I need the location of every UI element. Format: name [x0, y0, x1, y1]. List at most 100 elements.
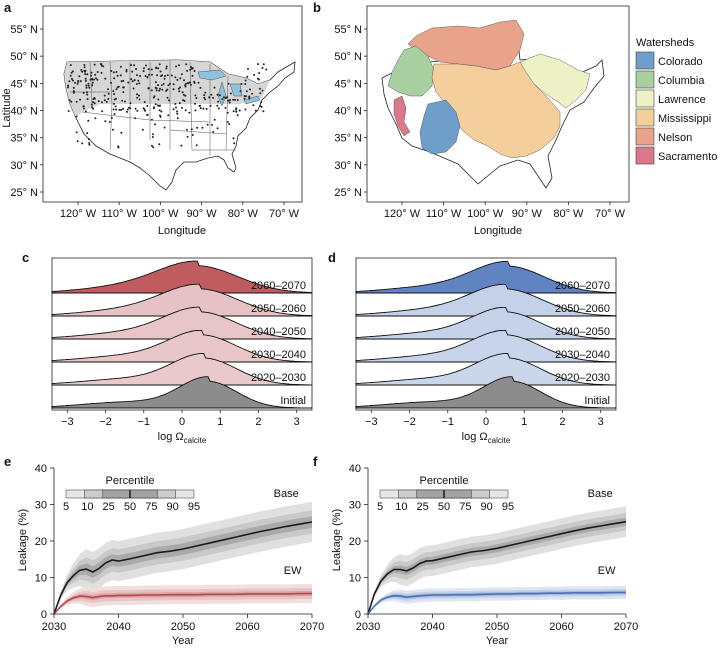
- site-dot: [68, 99, 71, 102]
- x-tick-label: 2050: [171, 621, 195, 633]
- y-tick-label: 35° N: [10, 133, 38, 145]
- site-dot: [228, 123, 231, 126]
- site-dot: [243, 97, 246, 100]
- legend-swatch: [635, 108, 655, 127]
- site-dot: [160, 75, 162, 78]
- percentile-tick: 95: [188, 501, 200, 513]
- site-dot: [166, 96, 169, 99]
- site-dot: [84, 77, 87, 80]
- site-dot: [72, 90, 75, 93]
- x-tick-label: 2050: [485, 621, 509, 633]
- site-dot: [131, 80, 134, 83]
- ridge-density: [355, 306, 617, 340]
- site-dot: [83, 69, 86, 72]
- site-dot: [76, 82, 79, 85]
- x-tick-label: 90° W: [512, 208, 543, 220]
- site-dot: [177, 87, 180, 90]
- percentile-band: [368, 590, 626, 614]
- site-dot: [157, 104, 159, 107]
- site-dot: [206, 123, 209, 126]
- site-dot: [251, 92, 254, 95]
- y-tick-label: 50° N: [10, 51, 38, 63]
- site-dot: [102, 65, 105, 68]
- panel-label-f: f: [313, 454, 318, 469]
- site-dot: [117, 146, 120, 149]
- site-dot: [249, 88, 251, 91]
- site-dot: [170, 74, 173, 77]
- y-tick-label: 35° N: [334, 133, 362, 145]
- site-dot: [112, 71, 115, 74]
- site-dot: [158, 63, 161, 66]
- site-dot: [160, 110, 163, 113]
- panel-label-c: c: [22, 250, 29, 265]
- site-dot: [107, 88, 109, 91]
- y-tick-label: 40: [35, 463, 47, 475]
- site-dot: [190, 67, 193, 70]
- site-dot: [96, 71, 99, 73]
- site-dot: [194, 109, 197, 112]
- site-dot: [74, 81, 76, 84]
- site-dot: [90, 103, 93, 106]
- y-tick-label: 20: [349, 536, 361, 548]
- site-dot: [182, 99, 185, 102]
- legend-label: Lawrence: [658, 94, 706, 106]
- site-dot: [113, 77, 116, 80]
- legend-swatch: [635, 127, 655, 146]
- site-dot: [96, 78, 99, 81]
- watershed-colorado: [419, 99, 461, 155]
- site-dot: [165, 89, 168, 92]
- site-dot: [70, 71, 73, 74]
- site-dot: [113, 102, 115, 105]
- site-dot: [181, 91, 184, 94]
- site-dot: [202, 107, 205, 110]
- site-dot: [147, 68, 150, 71]
- site-dot: [243, 95, 246, 97]
- site-dot: [229, 92, 232, 95]
- percentile-tick: 95: [502, 501, 514, 513]
- panel-label-e: e: [4, 454, 11, 469]
- ridge-label: 2030–2040: [251, 349, 306, 361]
- ridge-density: [355, 376, 617, 409]
- watershed-columbia: [387, 45, 435, 97]
- site-dot: [85, 86, 88, 89]
- series-label: Base: [274, 488, 299, 500]
- site-dot: [120, 108, 123, 111]
- site-dot: [122, 107, 125, 110]
- legend-label: Columbia: [658, 75, 705, 87]
- site-dot: [226, 96, 229, 99]
- site-dot: [188, 111, 191, 114]
- ridge-label: 2060–2070: [251, 280, 306, 292]
- site-dot: [127, 81, 130, 84]
- site-dot: [92, 101, 94, 104]
- site-dot: [67, 86, 69, 89]
- site-dot: [144, 109, 147, 112]
- site-dot: [166, 88, 169, 91]
- percentile-tick: 10: [395, 501, 407, 513]
- site-dot: [190, 66, 193, 68]
- site-dot: [201, 126, 204, 129]
- map-a-xlabel: Longitude: [158, 225, 206, 237]
- x-tick-label: 100° W: [467, 208, 504, 220]
- site-dot: [137, 79, 140, 82]
- leak-e-ylabel: Leakage (%): [17, 509, 29, 571]
- site-dot: [136, 93, 138, 96]
- legend-swatch: [635, 70, 655, 89]
- site-dot: [235, 110, 238, 113]
- legend-swatch: [635, 51, 655, 70]
- site-dot: [121, 99, 124, 102]
- site-dot: [146, 76, 149, 78]
- site-dot: [93, 78, 95, 81]
- site-dot: [82, 91, 85, 94]
- site-dot: [87, 84, 90, 87]
- site-dot: [208, 96, 211, 99]
- site-dot: [93, 63, 96, 66]
- site-dot: [146, 114, 149, 117]
- x-tick-label: 1: [521, 416, 527, 428]
- site-dot: [204, 91, 207, 94]
- x-tick-label: −1: [137, 416, 150, 428]
- sample-sites: [67, 63, 268, 149]
- site-dot: [77, 79, 80, 82]
- site-dot: [88, 143, 91, 146]
- map-panel-a: 25° N 30° N 35° N 40° N 45° N 50° N 55° N 120°…: [1, 5, 303, 237]
